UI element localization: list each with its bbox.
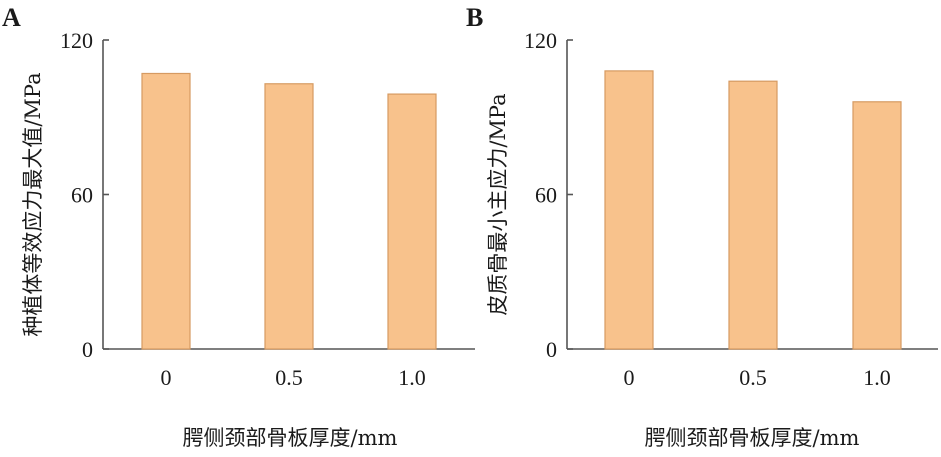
bar-1-0 xyxy=(387,93,437,350)
bar-0-5 xyxy=(264,83,314,350)
y-tick-label: 60 xyxy=(71,183,93,208)
x-tick-label: 1.0 xyxy=(398,365,426,390)
bar-0 xyxy=(141,72,191,350)
panel-b: B 0 60 120 0 0.5 1.0 腭侧颈部骨板厚度/mm 皮质骨最小主应力/MPa xyxy=(466,3,938,450)
bar-1-0 xyxy=(852,101,902,350)
y-axis-title: 皮质骨最小主应力/MPa xyxy=(486,93,510,315)
y-axis-title: 种植体等效应力最大值/MPa xyxy=(21,72,45,336)
x-axis-title: 腭侧颈部骨板厚度/mm xyxy=(183,426,398,450)
x-tick-label: 0 xyxy=(624,365,635,390)
x-tick-label: 0 xyxy=(161,365,172,390)
x-tick-label: 0.5 xyxy=(739,365,767,390)
y-tick-label: 120 xyxy=(524,28,557,53)
x-tick-label: 1.0 xyxy=(863,365,891,390)
y-tick-label: 60 xyxy=(535,183,557,208)
y-tick-label: 120 xyxy=(60,28,93,53)
x-tick-label: 0.5 xyxy=(275,365,303,390)
x-axis-title: 腭侧颈部骨板厚度/mm xyxy=(645,426,860,450)
bar-0-5 xyxy=(728,80,778,350)
panel-letter-a: A xyxy=(2,3,21,32)
y-tick-label: 0 xyxy=(82,337,93,362)
y-tick-label: 0 xyxy=(546,337,557,362)
panel-a: A 0 60 120 0 0.5 1.0 腭侧颈部骨板厚度/mm 种植体等效应力最大值/MPa xyxy=(2,3,475,450)
bar-0 xyxy=(604,70,654,350)
panel-letter-b: B xyxy=(466,3,483,32)
